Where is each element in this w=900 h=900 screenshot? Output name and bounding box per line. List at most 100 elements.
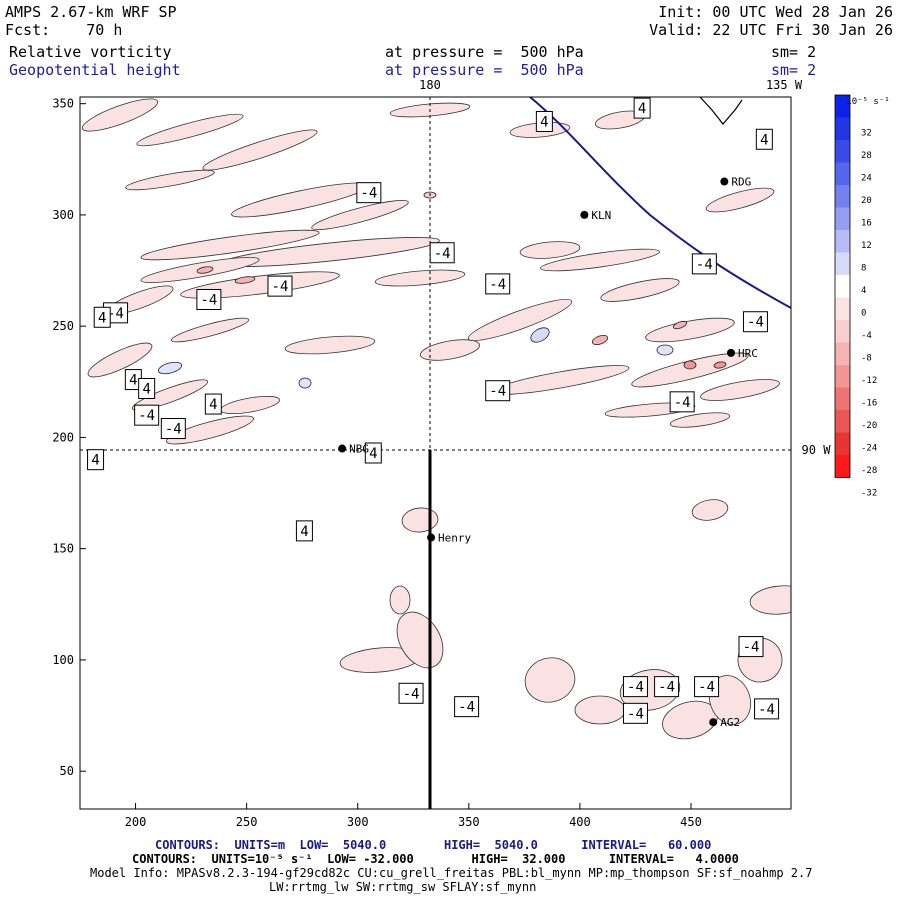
contour-label-box [755,128,773,150]
colorbar-swatch [835,320,850,343]
field2-smoothing: sm= 2 [771,61,817,79]
contour-label: -4 [200,292,217,308]
colorbar-tick-label: -4 [861,331,872,341]
station-marker [338,444,347,453]
contour-label-box [87,449,105,471]
station-marker [580,210,589,219]
contour-label-box [364,442,382,464]
vorticity-contour [467,298,573,342]
colorbar-tick-label: 32 [861,129,872,139]
valid-time: Valid: 22 UTC Fri 30 Jan 26 [649,21,893,39]
colorbar-tick-label: -8 [861,354,872,364]
y-tick-label: 300 [52,208,74,222]
contour-label: 4 [91,453,99,469]
field2-level: at pressure = 500 hPa [385,61,584,79]
meridian-90w-label: 90 W [802,443,832,457]
contour-label: 4 [638,101,646,117]
contour-label: -4 [272,279,289,295]
station-marker [720,177,729,186]
contour-label: -4 [360,186,377,202]
contour-label-box [535,110,553,132]
init-time: Init: 00 UTC Wed 28 Jan 26 [658,3,893,21]
vorticity-contour [669,412,731,428]
y-tick-label: 50 [60,764,74,778]
y-tick-label: 250 [52,319,74,333]
contour-label-box [691,253,717,275]
field2-name: Geopotential height [9,61,181,79]
meridian-135w-label: 135 W [766,78,803,92]
vorticity-contour [170,317,250,343]
contour-label: -4 [489,384,506,400]
station-marker [709,718,718,727]
contour-label-box [267,275,293,297]
contour-label: 4 [300,524,308,540]
contour-label-box [196,288,222,310]
contour-label: -4 [138,408,155,424]
contour-label: -4 [743,640,760,656]
contour-label-box [138,377,156,399]
colorbar-tick-label: 8 [861,264,866,274]
forecast-label: Fcst: 70 h [5,21,122,39]
y-tick-label: 200 [52,430,74,444]
vorticity-contour [166,415,254,445]
contour-label-box [356,182,382,204]
vorticity-contour [389,585,411,615]
contour-label: -4 [696,257,713,273]
field1-name: Relative vorticity [9,43,172,61]
contour-label-box [669,391,695,413]
contour-label-box [622,702,648,724]
colorbar-swatch [835,207,850,230]
contour-label: 4 [129,373,137,389]
vorticity-core [196,266,214,274]
fcst-value: 70 h [86,21,123,39]
vorticity-contour [749,585,791,615]
contour-label-box [754,698,780,720]
colorbar-swatch [835,185,850,208]
contour-label: -4 [758,702,775,718]
contour-label-box [295,520,313,542]
colorbar-swatch [835,410,850,433]
station-label: NBG [349,443,369,456]
contour-label-box [485,273,511,295]
x-tick-label: 300 [347,815,369,829]
vorticity-contour [645,317,735,343]
colorbar-swatch [835,275,850,298]
colorbar-tick-label: -20 [861,421,877,431]
contour-label: -4 [434,246,451,262]
station-label: RDG [731,176,751,189]
station-label: Henry [438,532,471,545]
vorticity-contour [700,379,780,401]
x-tick-label: 200 [125,815,147,829]
vorticity-contour [87,342,153,378]
footer-physics: LW:rrtmg_lw SW:rrtmg_sw SFLAY:sf_mynn [269,880,537,894]
contour-label: -4 [458,700,475,716]
station-marker [727,348,736,357]
vorticity-contour [284,335,376,355]
vorticity-contour [519,241,581,259]
coastline [699,97,743,125]
footer-height-contours: CONTOURS: UNITS=m LOW= 5040.0 HIGH= 5040… [155,838,712,852]
field1-smoothing: sm= 2 [771,43,817,61]
contour-label: 4 [209,397,217,413]
vorticity-contour [81,98,159,132]
x-tick-label: 250 [236,815,258,829]
contour-label: -4 [489,277,506,293]
contour-label-box [738,636,764,658]
stations: KLN RDG HRC NBG Henry AG2 [338,176,758,729]
vorticity-contour [691,499,729,521]
x-tick-label: 400 [569,815,591,829]
colorbar-swatch [835,365,850,388]
vorticity-contour [131,379,209,411]
vorticity-core [530,327,550,343]
vorticity-contour [708,675,752,725]
y-tick-label: 350 [52,97,74,111]
colorbar-swatch [835,297,850,320]
contour-label: -4 [107,306,124,322]
colorbar-swatch [835,432,850,455]
y-tick-label: 150 [52,542,74,556]
x-tick-label: 350 [458,815,480,829]
contour-label: -4 [627,706,644,722]
meridian-180-label: 180 [419,78,441,92]
vorticity-core [672,320,688,330]
